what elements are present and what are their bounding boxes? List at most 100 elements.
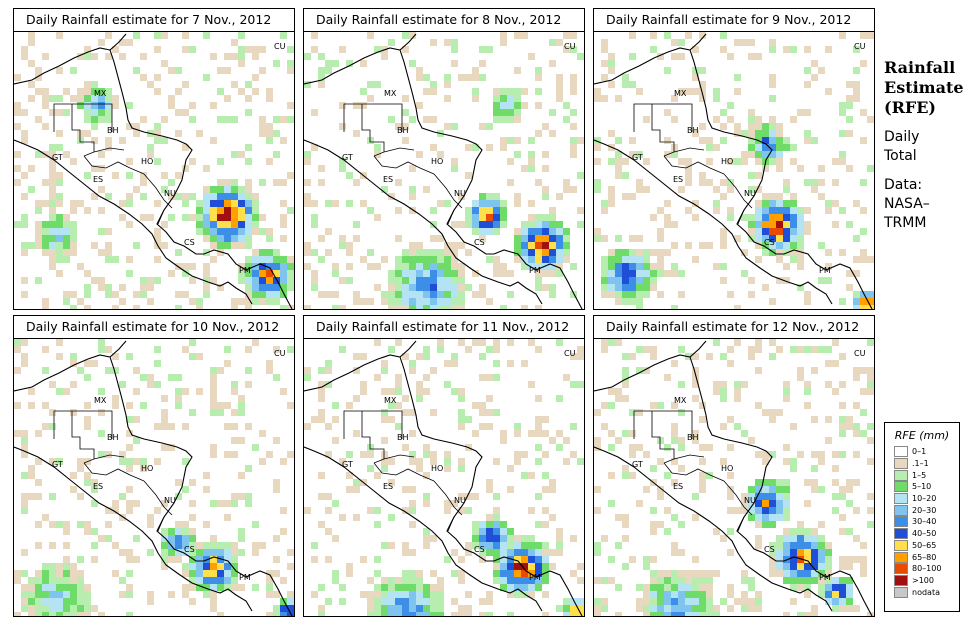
rainfall-cell: [353, 102, 360, 109]
rainfall-cell: [360, 388, 367, 395]
country-label-es: ES: [93, 482, 103, 491]
rainfall-cell: [535, 577, 542, 584]
rainfall-cell: [105, 507, 112, 514]
rainfall-cell: [507, 360, 514, 367]
rainfall-cell: [563, 186, 570, 193]
country-label-nu: NU: [164, 189, 176, 198]
rainfall-cell: [867, 367, 874, 374]
rainfall-cell: [741, 381, 748, 388]
rainfall-cell: [563, 374, 570, 381]
rainfall-cell: [748, 277, 755, 284]
rainfall-cell: [203, 221, 210, 228]
rainfall-cell: [311, 200, 318, 207]
rainfall-cell: [112, 542, 119, 549]
rainfall-cell: [245, 493, 252, 500]
rainfall-cell: [210, 277, 217, 284]
rainfall-cell: [514, 88, 521, 95]
rainfall-cell: [304, 367, 311, 374]
rainfall-cell: [818, 570, 825, 577]
rainfall-cell: [458, 395, 465, 402]
rainfall-cell: [339, 598, 346, 605]
rainfall-cell: [304, 423, 311, 430]
rainfall-cell: [238, 584, 245, 591]
rainfall-cell: [783, 528, 790, 535]
rainfall-cell: [846, 416, 853, 423]
legend-label: 30–40: [912, 517, 937, 527]
rainfall-cell: [245, 242, 252, 249]
rainfall-cell: [734, 507, 741, 514]
rainfall-cell: [486, 549, 493, 556]
rainfall-cell: [154, 381, 161, 388]
legend-rows: 0–1.1–1 1–5 5–10 10–20 20–30 30–40 40–50 50–65 6…: [885, 446, 959, 598]
rainfall-cell: [175, 109, 182, 116]
rainfall-cell: [28, 81, 35, 88]
rainfall-cell: [252, 549, 259, 556]
rainfall-cell: [685, 179, 692, 186]
rainfall-cell: [245, 46, 252, 53]
rainfall-cell: [21, 591, 28, 598]
rainfall-cell: [748, 291, 755, 298]
rainfall-cell: [493, 200, 500, 207]
rainfall-cell: [762, 249, 769, 256]
rainfall-cell: [514, 249, 521, 256]
rainfall-cell: [70, 570, 77, 577]
rainfall-cell: [839, 605, 846, 612]
rainfall-cell: [287, 277, 294, 284]
rainfall-cell: [91, 102, 98, 109]
rainfall-cell: [437, 305, 444, 309]
rainfall-cell: [21, 193, 28, 200]
rainfall-cell: [601, 577, 608, 584]
rainfall-cell: [325, 423, 332, 430]
rainfall-cell: [493, 563, 500, 570]
rainfall-cell: [402, 249, 409, 256]
rainfall-cell: [853, 374, 860, 381]
rainfall-cell: [797, 570, 804, 577]
rainfall-cell: [182, 528, 189, 535]
rainfall-cell: [423, 444, 430, 451]
rainfall-cell: [790, 193, 797, 200]
rainfall-cell: [804, 556, 811, 563]
country-label-es: ES: [673, 175, 683, 184]
rainfall-cell: [21, 598, 28, 605]
rainfall-cell: [196, 542, 203, 549]
rainfall-cell: [395, 207, 402, 214]
rainfall-cell: [615, 612, 622, 616]
rainfall-cell: [521, 577, 528, 584]
rainfall-cell: [867, 291, 874, 298]
rainfall-cell: [339, 102, 346, 109]
rainfall-cell: [650, 465, 657, 472]
rainfall-cell: [182, 165, 189, 172]
rainfall-cell: [832, 577, 839, 584]
rainfall-cell: [416, 263, 423, 270]
rainfall-cell: [98, 39, 105, 46]
rainfall-cell: [105, 137, 112, 144]
rainfall-cell: [353, 179, 360, 186]
rainfall-cell: [853, 256, 860, 263]
rainfall-cell: [112, 291, 119, 298]
rainfall-cell: [549, 256, 556, 263]
rainfall-cell: [657, 228, 664, 235]
rainfall-cell: [77, 605, 84, 612]
rainfall-cell: [521, 535, 528, 542]
rainfall-cell: [224, 207, 231, 214]
rainfall-cell: [867, 256, 874, 263]
rainfall-cell: [332, 416, 339, 423]
rainfall-cell: [133, 291, 140, 298]
legend-item: .1–1: [894, 458, 959, 470]
rainfall-cell: [42, 221, 49, 228]
rainfall-cell: [783, 458, 790, 465]
rainfall-cell: [409, 284, 416, 291]
rainfall-cell: [472, 67, 479, 74]
rainfall-cell: [839, 298, 846, 305]
rainfall-cell: [84, 88, 91, 95]
rainfall-cell: [395, 123, 402, 130]
rainfall-cell: [839, 416, 846, 423]
rainfall-cell: [514, 584, 521, 591]
rainfall-cell: [161, 500, 168, 507]
rainfall-cell: [706, 444, 713, 451]
rainfall-cell: [521, 542, 528, 549]
rainfall-cell: [224, 563, 231, 570]
rainfall-cell: [797, 367, 804, 374]
rainfall-cell: [374, 46, 381, 53]
rainfall-cell: [252, 74, 259, 81]
